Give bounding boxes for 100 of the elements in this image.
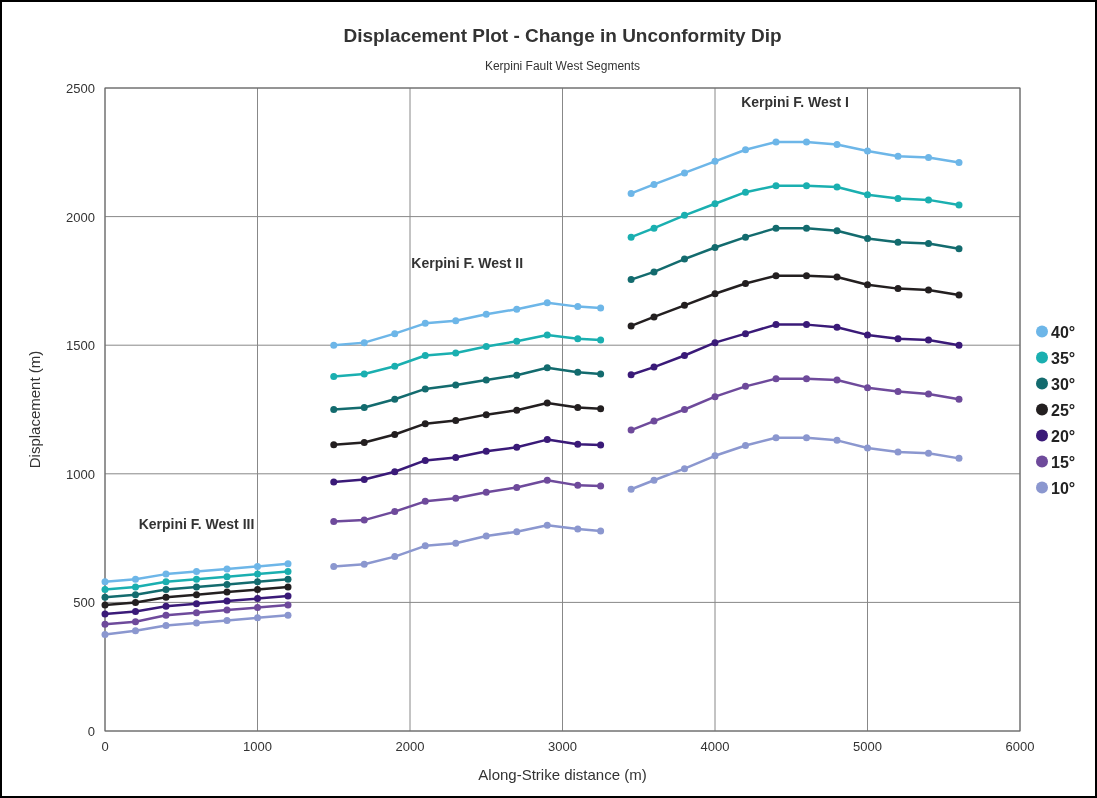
point [772, 321, 780, 329]
point [574, 481, 582, 489]
y-tick-label: 2500 [66, 81, 95, 96]
point [193, 600, 200, 608]
point [574, 368, 582, 376]
point [833, 227, 841, 235]
point [543, 436, 551, 444]
y-tick-label: 1500 [66, 338, 95, 354]
point [162, 578, 170, 586]
point [223, 606, 231, 614]
point [193, 609, 200, 617]
point [132, 618, 139, 626]
point [742, 382, 749, 390]
point [482, 532, 490, 540]
point [513, 305, 521, 313]
point [597, 441, 605, 449]
point [894, 388, 902, 395]
point [223, 573, 231, 581]
point [452, 454, 460, 462]
point [543, 364, 551, 372]
point [627, 485, 635, 493]
legend-label: 20° [1051, 427, 1076, 445]
point [193, 619, 200, 627]
x-tick-label: 0 [101, 739, 109, 754]
y-tick-label: 0 [87, 724, 95, 739]
point [925, 390, 932, 398]
point [833, 323, 841, 331]
point [360, 438, 368, 446]
point [132, 607, 139, 615]
point [254, 586, 261, 594]
point [101, 578, 109, 586]
point [650, 313, 658, 321]
point [482, 488, 490, 496]
legend-label: 35° [1051, 349, 1076, 367]
point [803, 434, 810, 442]
point [284, 601, 292, 609]
point [772, 138, 780, 146]
point [254, 570, 261, 578]
point [681, 169, 688, 177]
point [650, 180, 658, 188]
point [162, 593, 170, 601]
point [574, 335, 582, 343]
point [925, 336, 932, 344]
point [627, 276, 635, 284]
point [254, 562, 261, 570]
point [925, 449, 932, 457]
point [681, 301, 688, 309]
point [711, 393, 719, 401]
point [772, 182, 780, 190]
point [627, 233, 635, 241]
x-tick-label: 2000 [395, 739, 425, 754]
point [223, 580, 231, 588]
point [284, 568, 292, 576]
legend-label: 40° [1051, 323, 1076, 341]
point [681, 211, 688, 219]
point [330, 517, 338, 525]
point [482, 447, 490, 455]
point [162, 611, 170, 619]
point [391, 508, 399, 516]
point [391, 468, 399, 476]
point [360, 475, 368, 483]
point [223, 565, 231, 573]
point [543, 399, 551, 407]
y-axis-title: Displacement (m) [26, 350, 43, 469]
point [482, 411, 490, 419]
point [330, 406, 338, 413]
point [421, 420, 429, 428]
point [482, 310, 490, 318]
point [421, 456, 429, 464]
point [254, 604, 261, 612]
point [254, 614, 261, 622]
point [284, 583, 292, 591]
point [925, 286, 932, 294]
point [833, 436, 841, 444]
point [132, 627, 139, 635]
point [597, 304, 605, 312]
point [421, 497, 429, 505]
point [162, 586, 170, 594]
point [360, 339, 368, 347]
point [452, 539, 460, 547]
point [627, 426, 635, 434]
point [650, 476, 658, 484]
point [254, 578, 261, 586]
point [513, 371, 521, 379]
y-tick-label: 2000 [66, 209, 95, 225]
point [627, 322, 635, 330]
point [101, 620, 109, 628]
point [803, 272, 810, 280]
point [574, 525, 582, 533]
point [284, 611, 292, 619]
x-tick-label: 5000 [853, 739, 882, 754]
legend-label: 25° [1051, 401, 1076, 419]
point [711, 339, 719, 347]
point [803, 224, 810, 232]
point [452, 381, 460, 389]
point [650, 363, 658, 371]
point [894, 238, 902, 246]
point [925, 196, 932, 204]
point [650, 417, 658, 425]
x-tick-label: 3000 [548, 739, 577, 754]
